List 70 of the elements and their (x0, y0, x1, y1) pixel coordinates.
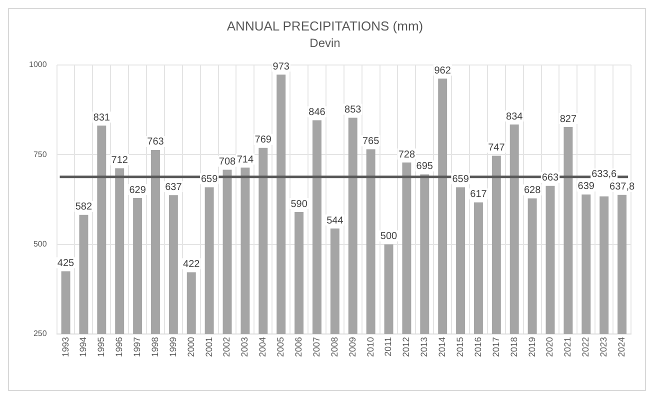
data-label: 633,6 (592, 169, 618, 180)
data-label: 637 (165, 182, 182, 193)
x-tick-label: 2012 (401, 336, 412, 358)
x-tick-label: 2010 (365, 336, 376, 358)
x-tick-label: 1999 (168, 336, 178, 358)
x-tick-label: 2007 (311, 336, 322, 358)
x-tick-label: 2014 (437, 336, 448, 358)
x-tick-label: 2019 (526, 336, 537, 358)
data-label: 973 (272, 61, 290, 72)
data-label: 747 (488, 142, 506, 154)
data-label: 765 (362, 136, 380, 148)
x-tick-label: 2011 (383, 336, 394, 356)
chart-title: ANNUAL PRECIPITATIONS (mm) (226, 18, 424, 34)
data-label: 500 (380, 231, 398, 242)
y-tick-label: 500 (33, 240, 48, 249)
x-tick-label: 2006 (294, 336, 304, 358)
x-tick-label: 2005 (276, 336, 286, 358)
data-label: 637,8 (610, 182, 635, 193)
data-label: 628 (524, 185, 542, 196)
x-tick-label: 1998 (150, 336, 160, 358)
x-tick-label: 2017 (490, 336, 501, 358)
chart-subtitle: Devin (310, 36, 340, 50)
data-label: 422 (183, 259, 200, 270)
x-tick-label: 2009 (347, 336, 358, 358)
data-label: 853 (344, 104, 362, 116)
data-label: 582 (75, 202, 92, 213)
x-tick-label: 2002 (222, 336, 232, 358)
x-tick-label: 2000 (186, 336, 196, 358)
x-tick-label: 2001 (204, 336, 214, 358)
data-label: 659 (200, 174, 218, 186)
data-label: 617 (470, 189, 488, 200)
data-label: 831 (93, 112, 110, 124)
y-tick-label: 1000 (29, 60, 48, 70)
x-tick-label: 1997 (132, 336, 142, 358)
data-label: 544 (326, 215, 344, 226)
x-tick-label: 2020 (544, 336, 555, 358)
data-label: 728 (398, 149, 416, 160)
data-label: 763 (147, 136, 164, 148)
x-tick-label: 2015 (455, 336, 466, 358)
data-label: 639 (578, 181, 595, 192)
x-tick-label: 2008 (329, 336, 340, 358)
data-label: 712 (111, 155, 128, 166)
x-tick-label: 2024 (616, 336, 627, 358)
x-tick-label: 1996 (114, 336, 124, 358)
x-tick-label: 2016 (472, 336, 483, 358)
x-tick-label: 2004 (258, 336, 268, 358)
data-label: 695 (416, 161, 434, 172)
y-tick-label: 250 (33, 329, 48, 338)
data-label: 590 (290, 198, 308, 210)
data-label: 962 (434, 65, 452, 76)
x-tick-label: 1994 (78, 336, 88, 358)
x-tick-label: 2018 (508, 336, 519, 358)
x-tick-label: 1995 (96, 336, 106, 358)
data-label: 846 (308, 106, 326, 118)
x-tick-label: 2022 (580, 336, 591, 358)
data-label: 425 (57, 258, 75, 269)
data-label: 834 (506, 111, 524, 122)
data-label: 827 (560, 114, 577, 125)
x-tick-label: 1993 (60, 336, 70, 358)
data-label: 663 (542, 172, 560, 184)
data-label: 629 (129, 184, 146, 196)
x-tick-label: 2023 (598, 336, 609, 358)
data-label: 708 (218, 156, 236, 168)
x-tick-label: 2003 (240, 336, 250, 358)
data-label: 769 (254, 134, 272, 146)
x-tick-label: 2021 (562, 336, 573, 358)
y-tick-label: 750 (33, 150, 48, 159)
data-label: 714 (236, 154, 254, 166)
data-label: 659 (452, 174, 470, 186)
x-tick-label: 2013 (419, 336, 430, 358)
